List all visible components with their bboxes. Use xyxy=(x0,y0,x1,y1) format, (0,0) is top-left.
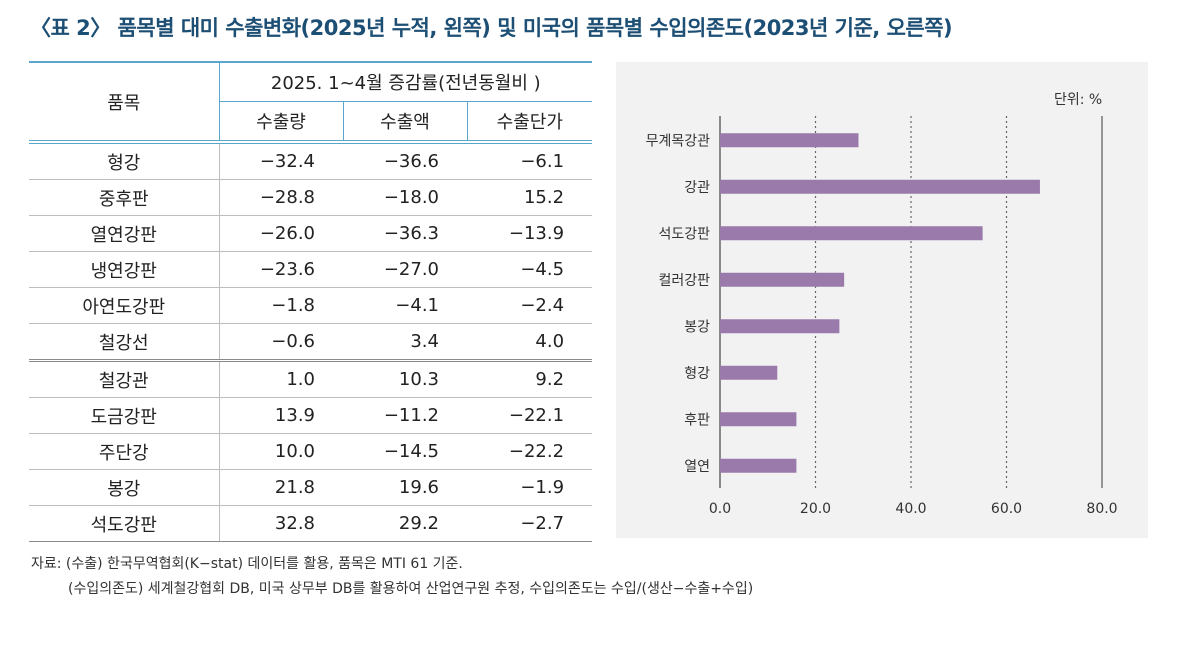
row-item: 철강관 xyxy=(29,360,220,398)
category-label: 무계목강관 xyxy=(646,133,711,149)
tick-label: 80.0 xyxy=(1086,501,1117,517)
bar xyxy=(720,272,845,287)
unit-label: 단위: % xyxy=(1054,92,1103,108)
col-header-volume: 수출량 xyxy=(219,101,344,142)
row-volume: −0.6 xyxy=(219,323,343,362)
tick-label: 20.0 xyxy=(800,501,831,517)
row-value: 29.2 xyxy=(343,505,467,542)
tick-label: 40.0 xyxy=(895,501,926,517)
bar xyxy=(720,133,859,148)
row-unit-price: −6.1 xyxy=(467,142,593,180)
row-volume: 13.9 xyxy=(219,397,343,434)
table-row: 철강관 1.0 10.3 9.2 xyxy=(29,360,593,398)
row-item: 도금강판 xyxy=(29,397,220,434)
row-value: −36.3 xyxy=(343,215,467,252)
export-change-table: 품목 2025. 1~4월 증감률(전년동월비 ) 수출량 수출액 수출단가 형… xyxy=(29,61,593,542)
row-unit-price: −22.1 xyxy=(467,397,593,434)
source-note-2: (수입의존도) 세계철강협회 DB, 미국 상무부 DB를 활용하여 산업연구원… xyxy=(68,581,754,597)
category-label: 봉강 xyxy=(684,319,710,335)
row-item: 철강선 xyxy=(29,323,220,362)
row-value: 19.6 xyxy=(343,469,467,506)
row-value: −36.6 xyxy=(343,142,467,180)
row-item: 형강 xyxy=(29,142,220,180)
row-unit-price: −2.7 xyxy=(467,505,593,542)
row-unit-price: −1.9 xyxy=(467,469,593,506)
row-volume: −23.6 xyxy=(219,251,343,288)
table-row: 중후판 −28.8 −18.0 15.2 xyxy=(29,179,593,216)
tick-label: 60.0 xyxy=(991,501,1022,517)
bar xyxy=(720,412,797,427)
row-volume: 1.0 xyxy=(219,360,343,398)
item-header: 품목 xyxy=(29,62,220,142)
row-unit-price: −2.4 xyxy=(467,287,593,324)
table-row: 냉연강판 −23.6 −27.0 −4.5 xyxy=(29,251,593,288)
table-row: 철강선 −0.6 3.4 4.0 xyxy=(29,323,593,362)
category-label: 컬러강판 xyxy=(658,273,710,289)
row-item: 주단강 xyxy=(29,433,220,470)
row-value: −14.5 xyxy=(343,433,467,470)
row-value: 3.4 xyxy=(343,323,467,362)
row-item: 중후판 xyxy=(29,179,220,216)
row-item: 석도강판 xyxy=(29,505,220,542)
row-value: −18.0 xyxy=(343,179,467,216)
chart-panel xyxy=(616,62,1148,538)
group-header: 2025. 1~4월 증감률(전년동월비 ) xyxy=(219,62,593,102)
col-header-value: 수출액 xyxy=(343,101,468,142)
row-unit-price: 9.2 xyxy=(467,360,593,398)
row-item: 냉연강판 xyxy=(29,251,220,288)
row-volume: −1.8 xyxy=(219,287,343,324)
row-volume: 10.0 xyxy=(219,433,343,470)
table-row: 도금강판 13.9 −11.2 −22.1 xyxy=(29,397,593,434)
col-header-unit-price: 수출단가 xyxy=(496,112,563,133)
table-row: 주단강 10.0 −14.5 −22.2 xyxy=(29,433,593,470)
row-value: −11.2 xyxy=(343,397,467,434)
category-label: 열연 xyxy=(684,459,710,475)
source-note: 자료: (수출) 한국무역협회(K−stat) 데이터를 활용, 품목은 MTI… xyxy=(31,556,463,572)
row-unit-price: −4.5 xyxy=(467,251,593,288)
bar xyxy=(720,226,983,241)
table-row: 석도강판 32.8 29.2 −2.7 xyxy=(29,505,593,542)
bar xyxy=(720,319,840,334)
row-unit-price: 4.0 xyxy=(467,323,593,362)
bar xyxy=(720,365,778,380)
page-title: 〈표 2〉 품목별 대미 수출변화(2025년 누적, 왼쪽) 및 미국의 품목… xyxy=(30,16,953,40)
row-unit-price: 15.2 xyxy=(467,179,593,216)
row-value: −4.1 xyxy=(343,287,467,324)
row-value: −27.0 xyxy=(343,251,467,288)
category-label: 석도강판 xyxy=(658,226,710,242)
category-label: 후판 xyxy=(684,412,710,428)
category-label: 형강 xyxy=(684,366,710,382)
row-unit-price: −13.9 xyxy=(467,215,593,252)
table-row: 아연도강판 −1.8 −4.1 −2.4 xyxy=(29,287,593,324)
category-label: 강관 xyxy=(684,180,710,196)
row-volume: −28.8 xyxy=(219,179,343,216)
row-item: 아연도강판 xyxy=(29,287,220,324)
row-volume: −26.0 xyxy=(219,215,343,252)
row-volume: −32.4 xyxy=(219,142,343,180)
row-item: 봉강 xyxy=(29,469,220,506)
bar xyxy=(720,458,797,473)
table-row: 열연강판 −26.0 −36.3 −13.9 xyxy=(29,215,593,252)
table-row: 형강 −32.4 −36.6 −6.1 xyxy=(29,142,593,180)
tick-label: 0.0 xyxy=(709,501,731,517)
table-row: 봉강 21.8 19.6 −1.9 xyxy=(29,469,593,506)
bar xyxy=(720,179,1040,194)
row-volume: 21.8 xyxy=(219,469,343,506)
row-item: 열연강판 xyxy=(29,215,220,252)
row-value: 10.3 xyxy=(343,360,467,398)
row-volume: 32.8 xyxy=(219,505,343,542)
row-unit-price: −22.2 xyxy=(467,433,593,470)
